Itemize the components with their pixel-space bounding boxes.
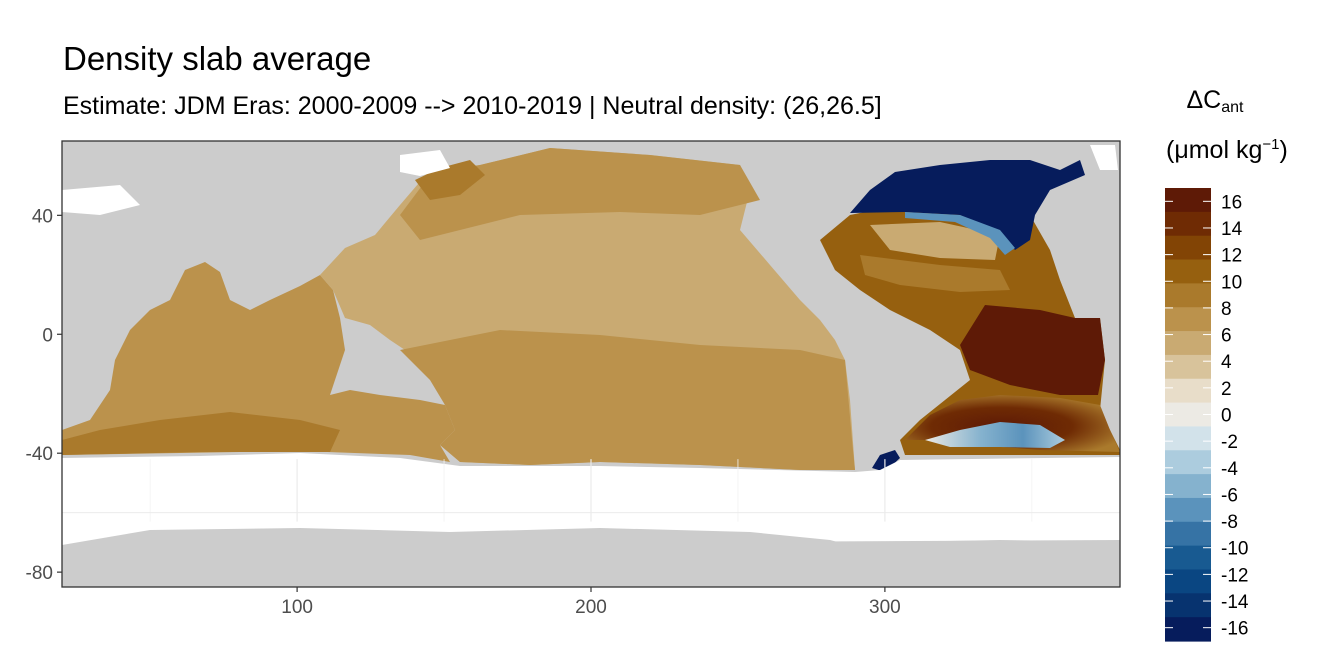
colorbar-swatch <box>1165 307 1211 332</box>
colorbar-swatch <box>1165 211 1211 237</box>
legend-units-close: ) <box>1279 136 1288 164</box>
colorbar-label: 4 <box>1221 352 1232 373</box>
ocean-indian <box>62 262 455 462</box>
colorbar-label: -6 <box>1221 485 1238 506</box>
colorbar-label: 12 <box>1221 246 1242 267</box>
legend-units-text: (μmol kg <box>1166 136 1263 164</box>
chart-subtitle: Estimate: JDM Eras: 2000-2009 --> 2010-2… <box>63 92 882 120</box>
colorbar-swatch <box>1165 283 1211 308</box>
colorbar-swatch <box>1165 235 1211 261</box>
colorbar-label: -16 <box>1221 619 1248 640</box>
y-tick-label: -40 <box>26 444 53 465</box>
colorbar-label: -12 <box>1221 565 1248 586</box>
colorbar-swatch <box>1165 521 1211 547</box>
y-tick-label: 40 <box>32 206 53 227</box>
legend-symbol: ΔC <box>1186 86 1222 114</box>
atlantic-southwest-shelf <box>872 450 900 472</box>
legend-symbol-subscript: ant <box>1221 99 1244 116</box>
kuroshio-band <box>415 160 485 200</box>
colorbar-label: 10 <box>1221 272 1242 293</box>
colorbar-swatch <box>1165 259 1211 284</box>
atlantic-subtropical-light <box>870 222 1000 260</box>
colorbar-swatch <box>1165 545 1211 571</box>
pacific-south-band <box>400 330 855 470</box>
x-tick-label: 300 <box>869 597 901 618</box>
legend-title-units: (μmol kg−1) <box>1166 136 1288 165</box>
colorbar-label: -8 <box>1221 512 1238 533</box>
colorbar-label: 16 <box>1221 192 1242 213</box>
colorbar-label: 6 <box>1221 326 1232 347</box>
colorbar-legend: 16 14 12 10 8 6 4 2 0 -2 -4 -6 -8 -10 -12 -14 -16 <box>1165 188 1249 642</box>
colorbar-swatch <box>1165 593 1211 618</box>
colorbar-label: 0 <box>1221 406 1232 427</box>
colorbar-swatch <box>1165 188 1211 213</box>
colorbar-swatch <box>1165 378 1211 404</box>
y-tick-label: 0 <box>42 325 53 346</box>
colorbar-swatch <box>1165 331 1211 356</box>
colorbar-swatch <box>1165 497 1211 523</box>
colorbar-label: 14 <box>1221 219 1243 240</box>
atlantic-subpolar-edge <box>905 212 1015 255</box>
colorbar-label: -4 <box>1221 459 1238 480</box>
pacific-north-band <box>400 148 760 240</box>
colorbar-label: -14 <box>1221 592 1249 613</box>
colorbar-swatch <box>1165 426 1211 451</box>
arctic-nodata-3 <box>1090 145 1118 170</box>
arctic-nodata-1 <box>62 185 140 215</box>
colorbar-swatch <box>1165 569 1211 594</box>
y-tick-label: -80 <box>26 563 53 584</box>
x-tick-label: 200 <box>575 597 607 618</box>
colorbar-swatch <box>1165 450 1211 475</box>
indian-south-band <box>62 412 340 455</box>
grid-lines <box>62 459 1120 522</box>
colorbar-swatch <box>1165 617 1211 642</box>
atlantic-south-front <box>925 422 1065 448</box>
x-tick-label: 100 <box>281 597 313 618</box>
legend-units-superscript: −1 <box>1262 136 1280 153</box>
antarctica <box>62 528 1120 587</box>
colorbar-label: 2 <box>1221 379 1232 400</box>
chart-title: Density slab average <box>63 40 372 77</box>
colorbar-label: 8 <box>1221 299 1232 320</box>
arctic-nodata-2 <box>400 150 450 176</box>
colorbar-label: -2 <box>1221 432 1238 453</box>
atlantic-subtropical-mid <box>860 255 1010 292</box>
atlantic-tropical-core <box>960 305 1105 395</box>
legend-title-symbol: ΔCant <box>1160 86 1270 117</box>
colorbar-swatch <box>1165 354 1211 380</box>
colorbar-label: -10 <box>1221 539 1248 560</box>
atlantic-subpolar <box>850 160 1085 250</box>
